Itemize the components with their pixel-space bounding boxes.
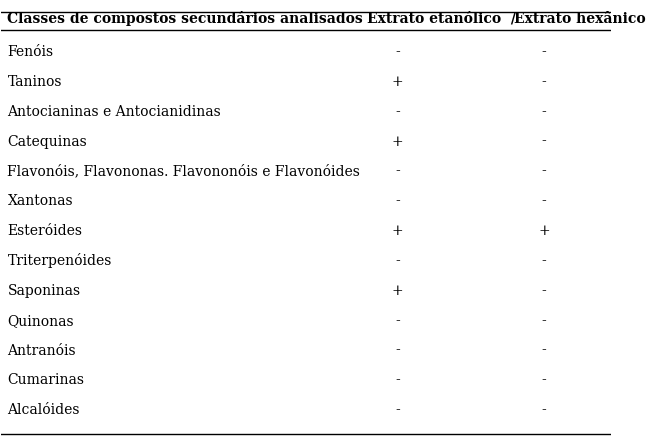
Text: Alcalóides: Alcalóides [7, 403, 80, 417]
Text: -: - [542, 403, 546, 417]
Text: -: - [395, 254, 400, 268]
Text: -: - [542, 105, 546, 118]
Text: Catequinas: Catequinas [7, 134, 87, 149]
Text: Extrato hexânico: Extrato hexânico [514, 12, 645, 26]
Text: +: + [392, 134, 404, 149]
Text: -: - [542, 75, 546, 89]
Text: Xantonas: Xantonas [7, 194, 73, 208]
Text: -: - [395, 164, 400, 179]
Text: Antocianinas e Antocianidinas: Antocianinas e Antocianidinas [7, 105, 221, 118]
Text: Taninos: Taninos [7, 75, 62, 89]
Text: -: - [542, 194, 546, 208]
Text: -: - [395, 403, 400, 417]
Text: -: - [395, 314, 400, 328]
Text: Classes de compostos secundários analisados: Classes de compostos secundários analisa… [7, 11, 363, 27]
Text: -: - [542, 284, 546, 298]
Text: -: - [395, 105, 400, 118]
Text: Flavonóis, Flavononas. Flavononóis e Flavonóides: Flavonóis, Flavononas. Flavononóis e Fla… [7, 164, 360, 179]
Text: -: - [542, 134, 546, 149]
Text: Cumarinas: Cumarinas [7, 373, 85, 388]
Text: -: - [542, 314, 546, 328]
Text: +: + [538, 224, 550, 238]
Text: -: - [395, 373, 400, 388]
Text: -: - [542, 254, 546, 268]
Text: Saponinas: Saponinas [7, 284, 81, 298]
Text: Triterpenóides: Triterpenóides [7, 253, 112, 268]
Text: Fenóis: Fenóis [7, 45, 54, 59]
Text: Antranóis: Antranóis [7, 343, 76, 358]
Text: -: - [395, 194, 400, 208]
Text: Esteróides: Esteróides [7, 224, 83, 238]
Text: +: + [392, 284, 404, 298]
Text: -: - [542, 343, 546, 358]
Text: -: - [395, 343, 400, 358]
Text: Quinonas: Quinonas [7, 314, 74, 328]
Text: -: - [542, 164, 546, 179]
Text: +: + [392, 75, 404, 89]
Text: -: - [542, 373, 546, 388]
Text: -: - [395, 45, 400, 59]
Text: -: - [542, 45, 546, 59]
Text: Extrato etanólico  /: Extrato etanólico / [367, 12, 516, 26]
Text: +: + [392, 224, 404, 238]
